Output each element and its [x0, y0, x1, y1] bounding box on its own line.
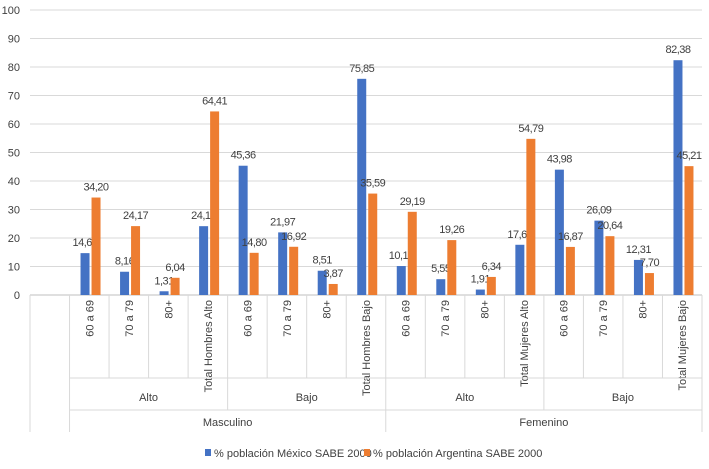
y-tick-label: 40	[8, 176, 20, 188]
data-label: 45,21	[676, 150, 701, 162]
data-label: 12,31	[626, 244, 651, 256]
bar-argentina	[289, 246, 299, 295]
bar-argentina	[368, 193, 378, 295]
category-label: 60 a 69	[559, 300, 571, 337]
category-label: 70 a 79	[598, 300, 610, 337]
category-label: Total Hombres Bajo	[361, 300, 373, 396]
group-label: Alto	[455, 392, 474, 404]
legend-swatch	[205, 449, 211, 456]
data-label: 16,87	[558, 231, 583, 243]
bar-argentina	[526, 138, 536, 295]
bar-mexico	[396, 266, 406, 295]
data-label: 34,20	[84, 182, 109, 194]
bar-argentina	[447, 240, 457, 295]
y-tick-label: 90	[8, 34, 20, 46]
group-label: Bajo	[296, 392, 318, 404]
bar-argentina	[170, 277, 180, 295]
category-label: 80+	[163, 300, 175, 319]
data-label: 1,91	[471, 274, 491, 286]
bar-mexico	[238, 165, 248, 295]
y-tick-label: 30	[8, 205, 20, 217]
bar-argentina	[210, 111, 220, 295]
category-label: Total Mujeres Bajo	[677, 300, 689, 391]
data-label: 6,34	[482, 261, 502, 273]
category-label: Total Mujeres Alto	[519, 300, 531, 387]
y-tick-label: 20	[8, 233, 20, 245]
group-label: Masculino	[203, 417, 253, 429]
bar-mexico	[594, 220, 604, 295]
category-label: 70 a 79	[440, 300, 452, 337]
bar-mexico	[554, 169, 564, 295]
bar-mexico	[633, 259, 643, 295]
data-label: 64,41	[202, 95, 227, 107]
bar-argentina	[644, 273, 654, 295]
group-label: Alto	[139, 392, 158, 404]
bar-mexico	[436, 279, 446, 295]
data-label: 1,31	[154, 275, 174, 287]
data-label: 8,51	[312, 255, 332, 267]
category-label: 70 a 79	[282, 300, 294, 337]
data-label: 16,92	[281, 231, 306, 243]
category-label: 60 a 69	[242, 300, 254, 337]
y-tick-label: 60	[8, 119, 20, 131]
data-label: 35,59	[360, 178, 385, 190]
data-label: 29,19	[400, 196, 425, 208]
bar-mexico	[475, 289, 485, 295]
y-tick-label: 70	[8, 91, 20, 103]
data-label: 26,09	[586, 205, 611, 217]
legend-label: % población Argentina SABE 2000	[373, 448, 542, 460]
y-tick-label: 100	[2, 5, 20, 17]
bar-mexico	[159, 291, 169, 295]
data-label: 7,70	[640, 257, 660, 269]
data-label: 14,80	[242, 237, 267, 249]
bar-argentina	[486, 276, 496, 295]
y-tick-label: 10	[8, 262, 20, 274]
data-label: 3,87	[323, 268, 343, 280]
category-label: Total Hombres Alto	[203, 300, 215, 392]
data-label: 24,17	[123, 210, 148, 222]
bar-argentina	[328, 283, 338, 295]
bar-argentina	[605, 236, 615, 295]
bar-argentina	[249, 252, 259, 295]
data-label: 82,38	[665, 44, 690, 56]
data-label: 21,97	[270, 216, 295, 228]
data-label: 6,04	[165, 262, 185, 274]
bar-argentina	[565, 246, 575, 295]
data-label: 43,98	[547, 154, 572, 166]
bar-mexico	[278, 232, 288, 295]
data-label: 5,55	[431, 263, 451, 275]
data-label: 54,79	[518, 123, 543, 135]
bar-argentina	[684, 166, 694, 295]
category-label: 80+	[638, 300, 650, 319]
bar-argentina	[407, 211, 417, 295]
y-tick-label: 50	[8, 148, 20, 160]
data-label: 19,26	[439, 224, 464, 236]
data-label: 75,85	[349, 63, 374, 75]
y-tick-label: 0	[14, 290, 20, 302]
bar-mexico	[673, 60, 683, 296]
y-tick-label: 80	[8, 62, 20, 74]
category-label: 60 a 69	[84, 300, 96, 337]
data-label: 45,36	[231, 150, 256, 162]
category-label: 60 a 69	[401, 300, 413, 337]
bar-mexico	[199, 226, 209, 295]
data-label: 8,16	[115, 256, 135, 268]
bar-mexico	[357, 78, 367, 295]
legend-label: % población México SABE 2000	[214, 448, 372, 460]
bar-mexico	[515, 244, 525, 295]
category-label: 80+	[321, 300, 333, 319]
bar-mexico	[317, 270, 327, 295]
bar-mexico	[120, 271, 130, 295]
group-label: Femenino	[519, 417, 568, 429]
category-label: 80+	[480, 300, 492, 319]
group-label: Bajo	[612, 392, 634, 404]
category-label: 70 a 79	[124, 300, 136, 337]
bar-mexico	[80, 253, 90, 295]
bar-argentina	[91, 197, 101, 295]
legend-swatch	[364, 449, 370, 456]
bar-argentina	[131, 226, 141, 295]
data-label: 20,64	[597, 220, 622, 232]
